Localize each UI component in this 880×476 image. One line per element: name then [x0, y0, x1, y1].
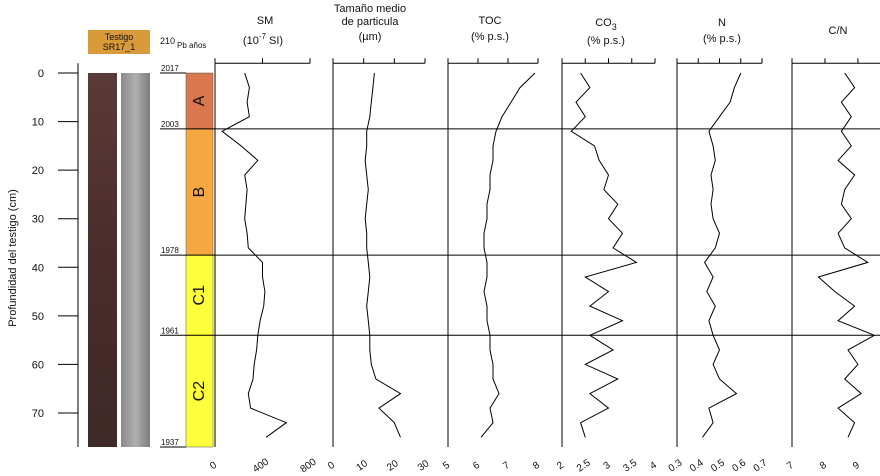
zone-label: A	[191, 95, 208, 106]
panel-title: de particula	[342, 16, 400, 28]
core-label: SR17_1	[103, 42, 136, 52]
core-xray	[121, 73, 150, 447]
panel-title: C/N	[829, 25, 848, 37]
panel-title: SM	[257, 15, 274, 27]
zone	[185, 72, 214, 130]
x-tick-label: 7	[785, 460, 796, 472]
title-sub: 3	[612, 22, 617, 32]
x-tick-label: 3	[602, 460, 613, 472]
x-tick-label: 400	[251, 456, 271, 475]
x-tick-label: 2	[555, 460, 566, 472]
x-tick-label: 3.5	[621, 457, 639, 474]
x-tick-label: 4	[648, 460, 659, 472]
x-tick-label: 20	[385, 458, 401, 474]
y-tick-label: 70	[32, 408, 44, 420]
zone	[185, 254, 214, 336]
profile-line	[364, 72, 402, 438]
age-label: 2017	[161, 64, 179, 73]
x-tick-label: 6	[471, 460, 482, 472]
panel-title: Tamaño medio	[334, 3, 406, 15]
core-label-box	[88, 30, 150, 54]
y-tick-label: 0	[38, 68, 44, 80]
profile-line	[817, 72, 876, 438]
zone-label: C1	[191, 285, 208, 306]
age-header-text: Pb años	[177, 41, 206, 50]
y-tick-label: 40	[32, 262, 44, 274]
x-tick-label: 30	[416, 458, 432, 474]
y-tick-label: 20	[32, 165, 44, 177]
panel-title: N	[718, 17, 726, 29]
y-tick-label: 10	[32, 117, 44, 129]
core-photo	[88, 73, 117, 447]
zone	[185, 128, 214, 256]
x-tick-label: 8	[818, 460, 829, 472]
y-tick-label: 30	[32, 214, 44, 226]
x-tick-label: 2.5	[575, 457, 593, 474]
zone-label: B	[191, 187, 208, 198]
age-header-sup: 210	[160, 36, 175, 46]
profile-line	[221, 72, 288, 438]
panel-unit: (µm)	[359, 31, 382, 43]
age-label: 2003	[161, 120, 179, 129]
x-tick-label: 0.7	[752, 457, 770, 474]
unit-part: SI)	[266, 35, 283, 47]
panel-title: CO3	[595, 17, 617, 32]
panel-unit: (% p.s.)	[703, 33, 741, 45]
x-tick-label: 8	[531, 460, 542, 472]
panel-unit: (% p.s.)	[587, 35, 625, 47]
x-tick-label: 0.5	[709, 457, 727, 474]
panel-unit: (10-7 SI)	[243, 32, 283, 47]
core-label: Testigo	[105, 32, 134, 42]
x-tick-label: 10	[355, 458, 371, 474]
profile-line	[702, 72, 742, 438]
profile-line	[570, 72, 638, 438]
x-tick-label: 0.4	[688, 457, 706, 474]
age-label: 1961	[161, 326, 179, 335]
age-label: 1937	[161, 438, 179, 447]
y-tick-label: 50	[32, 311, 44, 323]
x-tick-label: 800	[299, 456, 319, 475]
age-header: 210 Pb años	[160, 36, 206, 50]
x-tick-label: 0	[326, 460, 337, 472]
panel-title: TOC	[478, 15, 501, 27]
profile-line	[480, 72, 536, 438]
age-label: 1978	[161, 246, 179, 255]
y-tick-label: 60	[32, 359, 44, 371]
x-tick-label: 0.3	[667, 457, 685, 474]
x-tick-label: 0.6	[730, 457, 748, 474]
zone-label: C2	[191, 381, 208, 402]
unit-part: (10	[243, 35, 259, 47]
panel-unit: (% p.s.)	[471, 31, 509, 43]
depth-axis-label: Profundidad del testigo (cm)	[7, 189, 19, 327]
title-part: CO	[595, 17, 612, 29]
x-tick-label: 0	[208, 460, 219, 472]
x-tick-label: 9	[851, 460, 862, 472]
x-tick-label: 5	[441, 460, 452, 472]
unit-sup: -7	[259, 32, 267, 41]
x-tick-label: 7	[501, 460, 512, 472]
zone	[185, 335, 214, 448]
